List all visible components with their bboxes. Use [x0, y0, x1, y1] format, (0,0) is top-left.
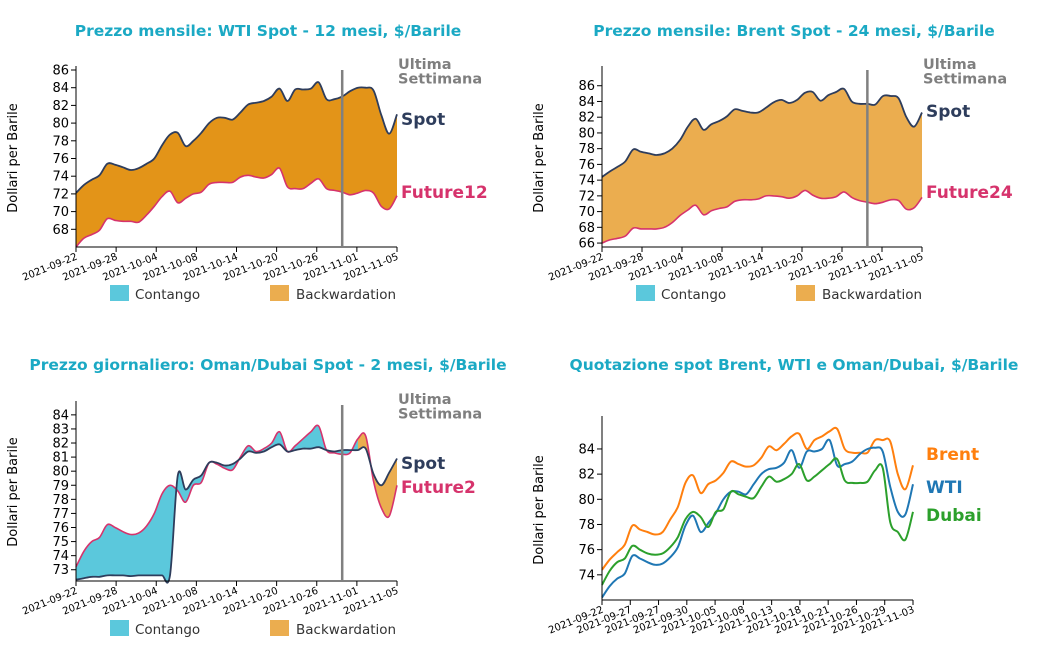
- oman-y-tick-label: 73: [52, 563, 69, 578]
- oman-legend-swatch-backwardation: [270, 620, 289, 636]
- series-line-dubai: [601, 457, 914, 586]
- oman-spread-area: [76, 425, 397, 583]
- brent-y-tick-label: 76: [578, 158, 595, 173]
- oman-chart-title: Prezzo giornaliero: Oman/Dubai Spot - 2 …: [29, 356, 506, 374]
- spot-compare-chart: BrentWTIDubai7476788082842021-09-222021-…: [532, 356, 1018, 637]
- series-label-wti: WTI: [926, 478, 963, 498]
- oman-y-tick-label: 77: [52, 507, 69, 522]
- brent-y-tick-label: 74: [578, 174, 595, 189]
- brent-legend-contango: Contango: [661, 287, 726, 303]
- wti-spot-label: Spot: [401, 110, 445, 130]
- spot-compare-y-tick-label: 84: [578, 442, 595, 457]
- oman-annotation-line: Ultima: [398, 392, 452, 408]
- oman-y-tick-label: 78: [52, 493, 69, 508]
- oman-y-tick-label: 76: [52, 521, 69, 536]
- series-label-dubai: Dubai: [926, 506, 982, 526]
- brent-y-tick-label: 82: [578, 111, 595, 126]
- oman-y-tick-label: 74: [52, 549, 69, 564]
- wti-y-tick-label: 86: [52, 64, 69, 79]
- wti-y-tick-label: 68: [52, 223, 69, 238]
- brent-y-tick-label: 80: [578, 126, 595, 141]
- wti-y-tick-label: 74: [52, 170, 69, 185]
- oman-y-tick-label: 82: [52, 437, 69, 452]
- brent-y-tick-label: 70: [578, 205, 595, 220]
- series-line-wti: [601, 438, 914, 599]
- brent-y-axis-label: Dollari per Barile: [532, 103, 547, 212]
- brent-spot-label: Spot: [926, 102, 970, 122]
- brent-legend-swatch-contango: [636, 285, 655, 301]
- wti-y-tick-label: 78: [52, 134, 69, 149]
- brent-annotation-line: Settimana: [923, 72, 1007, 88]
- oman-legend-backwardation: Backwardation: [296, 622, 396, 638]
- oman-legend-contango: Contango: [135, 622, 200, 638]
- brent-y-tick-label: 78: [578, 142, 595, 157]
- brent-legend-swatch-backwardation: [796, 285, 815, 301]
- oman-spot-label: Spot: [401, 454, 445, 474]
- wti-legend-contango: Contango: [135, 287, 200, 303]
- brent-legend-backwardation: Backwardation: [822, 287, 922, 303]
- oman-y-tick-label: 84: [52, 408, 69, 423]
- wti-y-tick-label: 82: [52, 99, 69, 114]
- brent-chart: 66687072747678808284862021-09-222021-09-…: [532, 22, 1013, 303]
- oman-y-tick-label: 83: [52, 422, 69, 437]
- brent-y-tick-label: 68: [578, 221, 595, 236]
- oman-y-tick-label: 79: [52, 479, 69, 494]
- wti-chart: 687072747678808284862021-09-222021-09-28…: [6, 22, 488, 303]
- wti-legend-swatch-backwardation: [270, 285, 289, 301]
- wti-y-tick-label: 76: [52, 152, 69, 167]
- brent-y-tick-label: 72: [578, 189, 595, 204]
- brent-annotation-line: Ultima: [923, 57, 977, 73]
- series-label-brent: Brent: [926, 445, 979, 465]
- spot-compare-y-tick-label: 78: [578, 518, 595, 533]
- wti-y-tick-label: 80: [52, 117, 69, 132]
- spot-compare-y-axis-label: Dollari per Barile: [532, 455, 547, 564]
- oman-y-tick-label: 75: [52, 535, 69, 550]
- wti-y-tick-label: 70: [52, 205, 69, 220]
- wti-y-tick-label: 84: [52, 81, 69, 96]
- brent-chart-title: Prezzo mensile: Brent Spot - 24 mesi, $/…: [593, 22, 995, 40]
- spot-compare-chart-title: Quotazione spot Brent, WTI e Oman/Dubai,…: [570, 356, 1019, 374]
- wti-legend-backwardation: Backwardation: [296, 287, 396, 303]
- oman-y-tick-label: 81: [52, 451, 69, 466]
- oman-chart: 7374757677787980818283842021-09-222021-0…: [6, 356, 507, 638]
- oman-y-tick-label: 80: [52, 465, 69, 480]
- oman-backwardation-area: [357, 433, 397, 518]
- oman-legend-swatch-contango: [110, 620, 129, 636]
- brent-y-tick-label: 84: [578, 95, 595, 110]
- spot-compare-y-tick-label: 76: [578, 543, 595, 558]
- brent-y-tick-label: 66: [578, 237, 595, 252]
- brent-future-label: Future24: [926, 183, 1013, 203]
- oman-y-axis-label: Dollari per Barile: [6, 437, 21, 546]
- spot-compare-y-tick-label: 80: [578, 493, 595, 508]
- wti-future-label: Future12: [401, 183, 488, 203]
- wti-legend-swatch-contango: [110, 285, 129, 301]
- oman-future-label: Future2: [401, 478, 476, 498]
- brent-backwardation-area: [602, 88, 922, 244]
- wti-y-tick-label: 72: [52, 187, 69, 202]
- wti-y-axis-label: Dollari per Barile: [6, 103, 21, 212]
- wti-chart-title: Prezzo mensile: WTI Spot - 12 mesi, $/Ba…: [75, 22, 462, 40]
- spot-compare-y-tick-label: 74: [578, 568, 595, 583]
- wti-annotation-line: Ultima: [398, 57, 452, 73]
- brent-y-tick-label: 86: [578, 79, 595, 94]
- spot-compare-y-tick-label: 82: [578, 468, 595, 483]
- wti-backwardation-area: [76, 82, 397, 247]
- oman-annotation-line: Settimana: [398, 407, 482, 423]
- wti-annotation-line: Settimana: [398, 72, 482, 88]
